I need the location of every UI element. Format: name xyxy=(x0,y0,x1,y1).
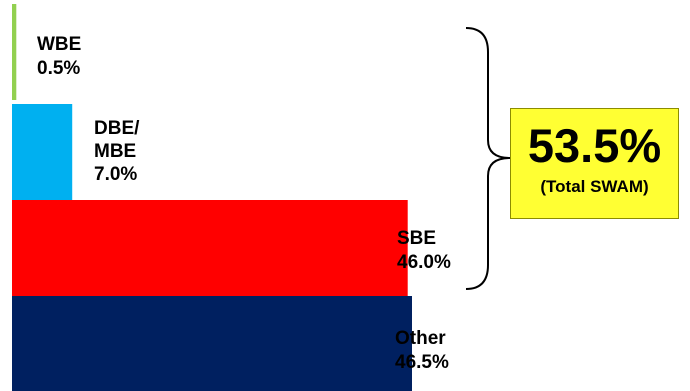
bar-wbe xyxy=(12,4,17,100)
bar-other xyxy=(12,296,412,391)
data-label-other-0: Other xyxy=(395,328,446,349)
data-label-wbe-1: 0.5% xyxy=(37,58,80,79)
total-swam-caption: (Total SWAM) xyxy=(540,177,649,196)
total-swam-box: 53.5% (Total SWAM) xyxy=(510,108,679,219)
data-label-dbe-mbe-2: 7.0% xyxy=(94,164,137,185)
data-label-dbe-mbe-0: DBE/ xyxy=(94,118,140,139)
data-label-other-1: 46.5% xyxy=(395,352,449,373)
data-label-wbe-0: WBE xyxy=(37,34,81,55)
bracket xyxy=(465,27,511,290)
bar-dbe-mbe xyxy=(12,104,73,200)
data-label-sbe-1: 46.0% xyxy=(397,252,451,273)
total-swam-value: 53.5% xyxy=(527,119,662,172)
data-label-sbe-0: SBE xyxy=(397,228,436,249)
data-label-dbe-mbe-1: MBE xyxy=(94,141,136,162)
bar-sbe xyxy=(12,200,408,296)
bars-group xyxy=(12,4,412,391)
